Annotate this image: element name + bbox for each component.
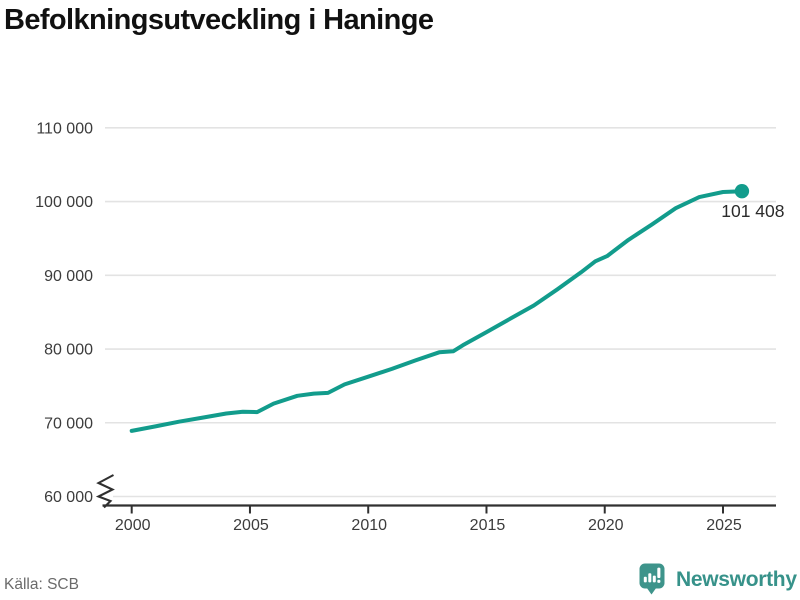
newsworthy-logo[interactable]: Newsworthy — [639, 563, 797, 596]
population-series-line — [129, 189, 744, 433]
axis-break-icon — [95, 474, 115, 509]
x-axis-label: 2000 — [115, 517, 151, 534]
newsworthy-logo-text: Newsworthy — [676, 567, 797, 591]
y-axis-label: 100 000 — [35, 194, 93, 211]
y-axis-label: 70 000 — [44, 415, 93, 432]
end-value-label: 101 408 — [721, 201, 784, 221]
chart-title: Befolkningsutveckling i Haninge — [4, 4, 434, 36]
x-axis-label: 2005 — [233, 517, 269, 534]
newsworthy-logo-icon — [639, 563, 665, 595]
x-axis-label: 2010 — [351, 517, 387, 534]
y-axis-label: 60 000 — [44, 489, 93, 506]
y-axis-label: 110 000 — [36, 120, 93, 137]
x-axis-label: 2020 — [588, 517, 624, 534]
y-axis-label: 90 000 — [44, 268, 93, 285]
y-axis-label: 80 000 — [44, 342, 93, 359]
x-axis-label: 2025 — [706, 517, 742, 534]
x-axis-label: 2015 — [470, 517, 506, 534]
end-point-dot — [734, 183, 750, 199]
source-text: Källa: SCB — [4, 576, 79, 593]
